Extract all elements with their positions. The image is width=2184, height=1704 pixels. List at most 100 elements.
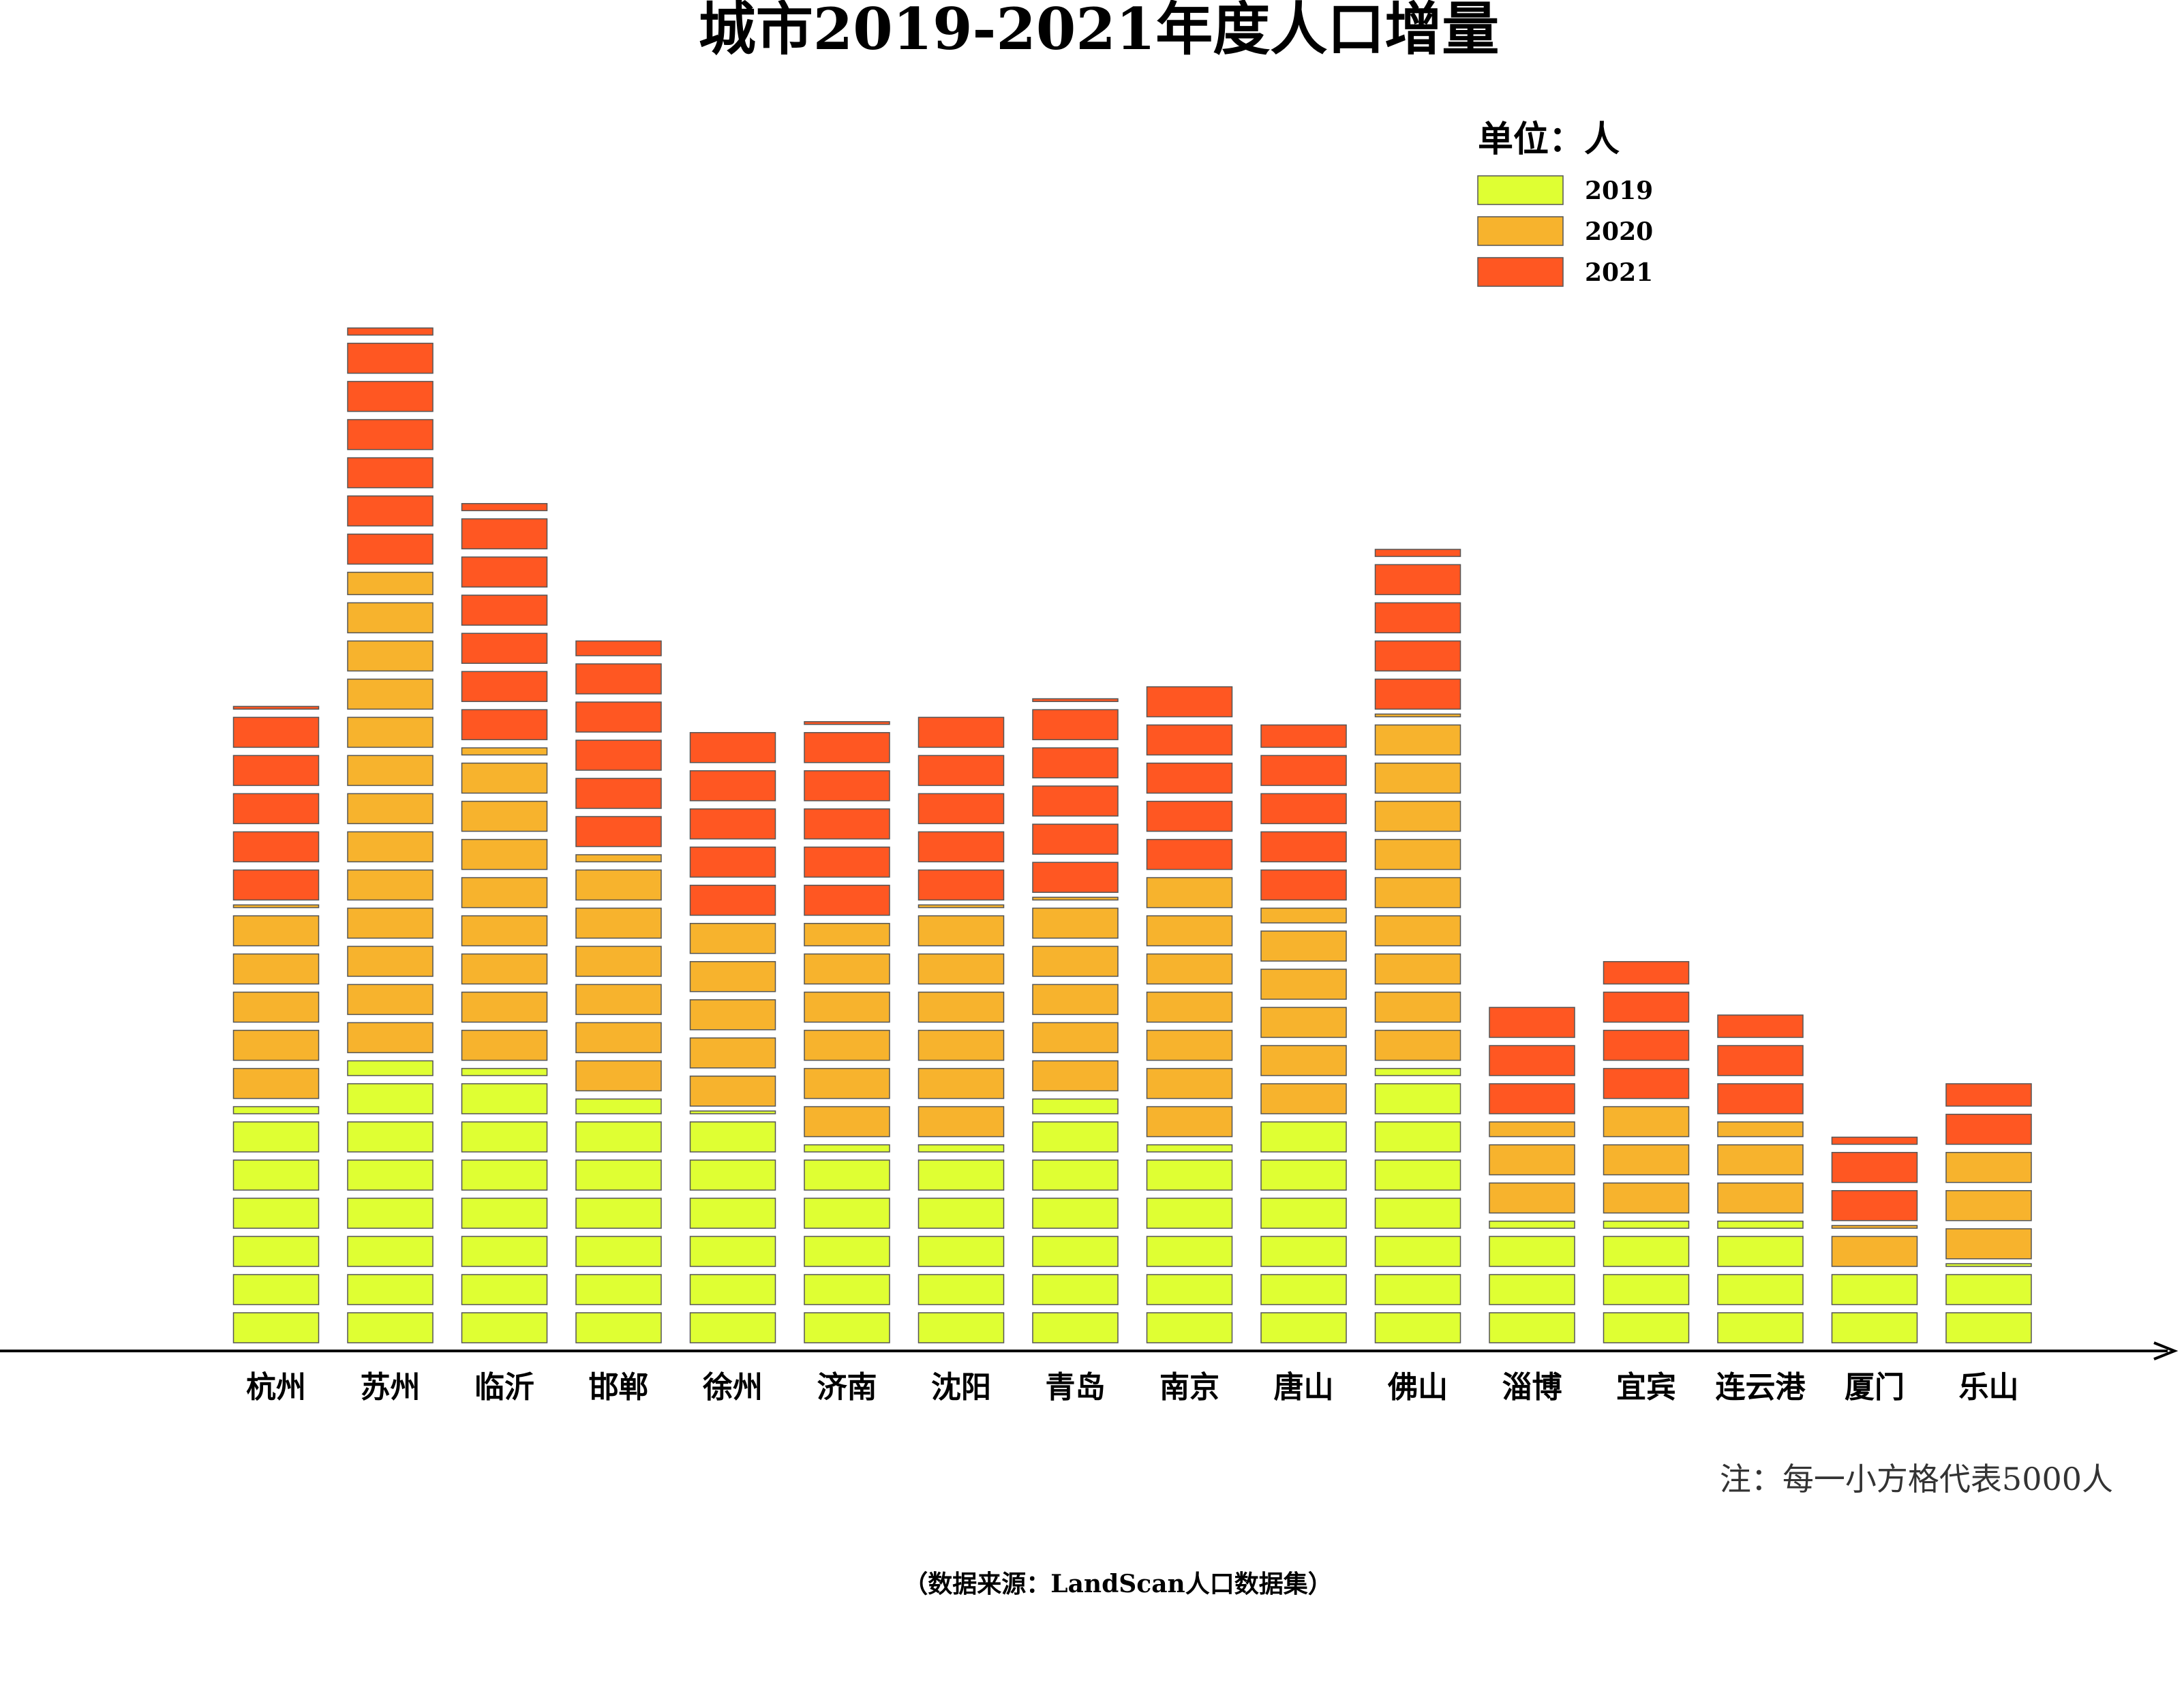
bar-block-徐州-2021-3 — [689, 770, 776, 802]
bar-block-佛山-2020-7 — [1374, 762, 1461, 794]
bar-block-临沂-2021-0 — [461, 709, 548, 740]
bar-block-徐州-2021-1 — [689, 847, 776, 878]
bar-block-厦门-2021-0 — [1831, 1190, 1918, 1221]
bar-block-苏州-2020-9 — [347, 678, 434, 710]
bar-block-宜宾-2020-1 — [1603, 1144, 1690, 1176]
bar-block-济南-2021-4 — [804, 732, 890, 763]
bar-block-苏州-2020-5 — [347, 831, 434, 863]
bar-block-临沂-2021-5 — [461, 518, 548, 549]
bar-block-宜宾-2021-3 — [1603, 961, 1690, 985]
bar-block-青岛-2021-4 — [1032, 709, 1119, 740]
chart-note: 注：每一小方格代表5000人 — [1720, 1461, 2113, 1497]
bar-block-佛山-2020-5 — [1374, 838, 1461, 870]
bar-block-佛山-2021-3 — [1374, 564, 1461, 596]
bar-block-杭州-2020-1 — [232, 1029, 320, 1061]
bar-block-苏州-2019-6 — [347, 1083, 434, 1114]
bar-block-宜宾-2019-1 — [1603, 1274, 1690, 1305]
bar-block-唐山-2020-0 — [1260, 1083, 1347, 1114]
bar-block-临沂-2019-0 — [461, 1312, 548, 1343]
bar-block-济南-2019-3 — [804, 1198, 890, 1229]
bar-block-唐山-2019-0 — [1260, 1312, 1347, 1343]
bar-block-厦门-2020-1 — [1831, 1225, 1918, 1229]
bar-block-青岛-2021-0 — [1032, 862, 1119, 893]
bar-block-临沂-2019-2 — [461, 1236, 548, 1267]
bar-block-邯郸-2020-4 — [575, 907, 662, 939]
bar-block-连云港-2020-2 — [1717, 1121, 1804, 1138]
bar-block-乐山-2019-2 — [1945, 1263, 2032, 1267]
bar-block-淄博-2019-2 — [1489, 1236, 1575, 1267]
legend-unit-label: 单位：人 — [1478, 119, 1620, 160]
bar-block-济南-2020-4 — [804, 953, 890, 985]
x-tick-label-徐州: 徐州 — [702, 1370, 763, 1405]
bar-block-杭州-2019-0 — [232, 1312, 320, 1343]
bar-block-青岛-2020-0 — [1032, 1060, 1119, 1092]
bar-block-乐山-2020-0 — [1945, 1228, 2032, 1260]
bar-block-邯郸-2021-5 — [575, 640, 662, 656]
bar-block-徐州-2020-0 — [689, 1076, 776, 1107]
bar-block-沈阳-2019-2 — [917, 1236, 1005, 1267]
bar-block-邯郸-2021-1 — [575, 778, 662, 809]
bar-block-徐州-2019-1 — [689, 1274, 776, 1305]
bar-block-济南-2020-3 — [804, 991, 890, 1023]
bar-block-南京-2020-3 — [1146, 991, 1233, 1023]
bar-block-佛山-2019-4 — [1374, 1159, 1461, 1191]
bar-block-青岛-2019-0 — [1032, 1312, 1119, 1343]
bar-block-沈阳-2020-4 — [917, 953, 1005, 985]
bar-block-淄博-2019-1 — [1489, 1274, 1575, 1305]
bar-block-邯郸-2021-4 — [575, 663, 662, 695]
bar-block-南京-2019-3 — [1146, 1198, 1233, 1229]
bar-block-青岛-2020-4 — [1032, 907, 1119, 939]
bar-block-唐山-2020-4 — [1260, 930, 1347, 962]
bar-block-沈阳-2019-5 — [917, 1144, 1005, 1153]
bar-block-唐山-2021-2 — [1260, 793, 1347, 825]
bar-block-杭州-2020-3 — [232, 953, 320, 985]
bar-block-厦门-2021-1 — [1831, 1152, 1918, 1183]
bar-block-临沂-2020-0 — [461, 1029, 548, 1061]
bar-block-青岛-2019-5 — [1032, 1121, 1119, 1153]
bar-block-邯郸-2020-2 — [575, 984, 662, 1016]
bar-block-唐山-2019-5 — [1260, 1121, 1347, 1153]
bar-block-连云港-2021-0 — [1717, 1083, 1804, 1114]
bar-block-沈阳-2019-1 — [917, 1274, 1005, 1305]
bar-block-乐山-2021-1 — [1945, 1083, 2032, 1107]
legend-label-2021: 2021 — [1585, 258, 1653, 287]
bar-block-苏州-2019-0 — [347, 1312, 434, 1343]
bar-block-徐州-2021-2 — [689, 808, 776, 840]
bar-block-宜宾-2021-1 — [1603, 1029, 1690, 1061]
bar-block-苏州-2019-2 — [347, 1236, 434, 1267]
bar-block-苏州-2019-1 — [347, 1274, 434, 1305]
bar-block-唐山-2019-3 — [1260, 1198, 1347, 1229]
bar-block-南京-2020-2 — [1146, 1029, 1233, 1061]
bar-block-青岛-2021-2 — [1032, 785, 1119, 817]
bar-block-唐山-2019-4 — [1260, 1159, 1347, 1191]
bar-block-沈阳-2020-6 — [917, 904, 1005, 909]
bar-block-淄博-2019-3 — [1489, 1220, 1575, 1229]
bar-block-临沂-2021-2 — [461, 633, 548, 664]
bar-block-临沂-2021-4 — [461, 556, 548, 588]
bar-block-苏州-2019-5 — [347, 1121, 434, 1153]
bar-block-临沂-2020-8 — [461, 747, 548, 756]
x-axis-arrow-icon — [2153, 1341, 2179, 1360]
bar-block-佛山-2020-1 — [1374, 991, 1461, 1023]
bar-block-济南-2019-0 — [804, 1312, 890, 1343]
bar-block-青岛-2019-1 — [1032, 1274, 1119, 1305]
bar-block-佛山-2019-6 — [1374, 1083, 1461, 1114]
bar-block-南京-2021-3 — [1146, 724, 1233, 756]
legend: 2019 2020 2021 — [1477, 175, 1653, 287]
bar-block-徐州-2019-6 — [689, 1110, 776, 1114]
bar-block-佛山-2020-3 — [1374, 915, 1461, 947]
bar-block-厦门-2021-2 — [1831, 1136, 1918, 1145]
bar-block-徐州-2019-0 — [689, 1312, 776, 1343]
bar-block-徐州-2019-3 — [689, 1198, 776, 1229]
bar-block-济南-2019-5 — [804, 1144, 890, 1153]
bar-block-沈阳-2021-3 — [917, 755, 1005, 787]
bar-block-杭州-2019-3 — [232, 1198, 320, 1229]
bar-block-沈阳-2020-3 — [917, 991, 1005, 1023]
bar-block-杭州-2021-3 — [232, 755, 320, 787]
bar-block-苏州-2021-2 — [347, 457, 434, 489]
bar-block-宜宾-2020-2 — [1603, 1106, 1690, 1138]
bar-block-邯郸-2021-0 — [575, 816, 662, 847]
bar-block-淄博-2019-0 — [1489, 1312, 1575, 1343]
bar-block-济南-2021-3 — [804, 770, 890, 802]
bar-block-苏州-2020-2 — [347, 945, 434, 977]
